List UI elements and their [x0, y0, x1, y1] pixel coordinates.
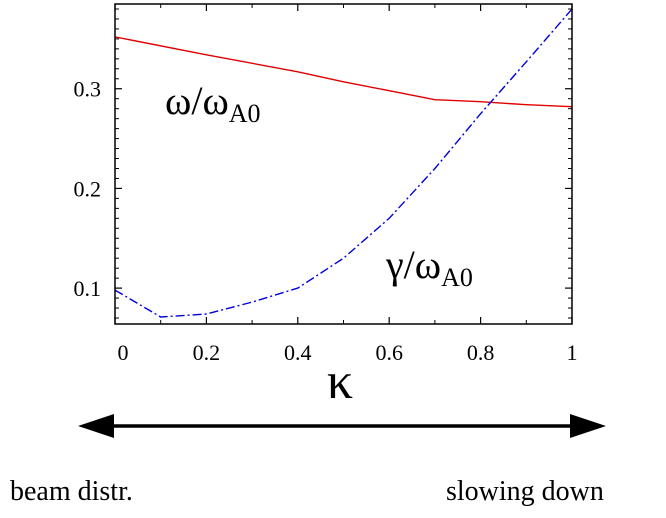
double-arrow — [78, 414, 606, 438]
x-axis-label: κ — [327, 353, 353, 410]
plot-frame — [114, 3, 573, 325]
omega-series-label: ω/ωA0 — [165, 78, 261, 128]
y-axis-ticks: 0.1 0.2 0.3 — [74, 8, 572, 319]
x-tick-label: 0 — [118, 340, 129, 365]
slowing-down-label: slowing down — [446, 476, 604, 507]
y-tick-label: 0.2 — [74, 176, 102, 201]
gamma-series-label: γ/ωA0 — [385, 242, 473, 292]
x-tick-label: 1 — [567, 340, 578, 365]
arrow-head-left — [78, 414, 114, 438]
x-tick-label: 0.6 — [375, 340, 403, 365]
x-tick-label: 0.4 — [284, 340, 312, 365]
y-tick-label: 0.3 — [74, 77, 102, 102]
x-tick-label: 0.8 — [467, 340, 495, 365]
x-tick-label: 0.2 — [193, 340, 221, 365]
gamma-series-line — [114, 8, 573, 318]
beam-distribution-label: beam distr. — [10, 476, 133, 507]
arrow-head-right — [570, 414, 606, 438]
x-axis-ticks: 0 0.2 0.4 0.6 0.8 1 — [114, 4, 578, 365]
y-tick-label: 0.1 — [74, 276, 102, 301]
omega-series-line — [114, 36, 573, 108]
plot-area — [114, 8, 573, 318]
